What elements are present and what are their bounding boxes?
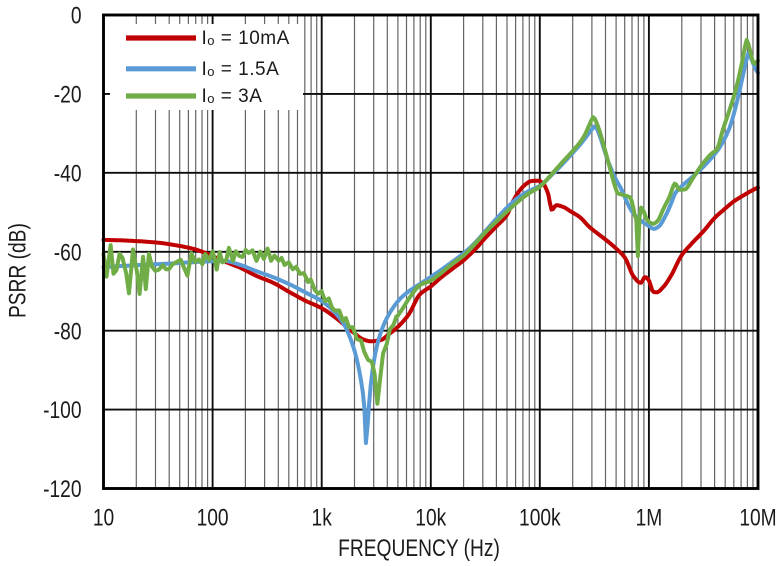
svg-text:Io = 10mA: Io = 10mA bbox=[202, 28, 290, 49]
svg-text:-120: -120 bbox=[43, 475, 81, 503]
svg-text:FREQUENCY (Hz): FREQUENCY (Hz) bbox=[338, 534, 500, 562]
svg-text:-40: -40 bbox=[54, 159, 82, 187]
svg-text:1M: 1M bbox=[636, 503, 663, 531]
svg-text:Io = 3A: Io = 3A bbox=[202, 86, 263, 107]
svg-text:0: 0 bbox=[71, 2, 82, 30]
svg-text:100: 100 bbox=[197, 503, 229, 531]
svg-text:10: 10 bbox=[93, 503, 114, 531]
svg-text:-100: -100 bbox=[43, 396, 81, 424]
svg-text:1k: 1k bbox=[312, 503, 332, 531]
svg-text:-20: -20 bbox=[54, 80, 82, 108]
svg-text:10k: 10k bbox=[415, 503, 446, 531]
svg-text:Io = 1.5A: Io = 1.5A bbox=[202, 59, 280, 80]
svg-text:PSRR (dB): PSRR (dB) bbox=[3, 223, 31, 318]
svg-text:10M: 10M bbox=[739, 503, 776, 531]
svg-text:-80: -80 bbox=[54, 317, 82, 345]
svg-text:-60: -60 bbox=[54, 238, 82, 266]
svg-text:100k: 100k bbox=[519, 503, 561, 531]
